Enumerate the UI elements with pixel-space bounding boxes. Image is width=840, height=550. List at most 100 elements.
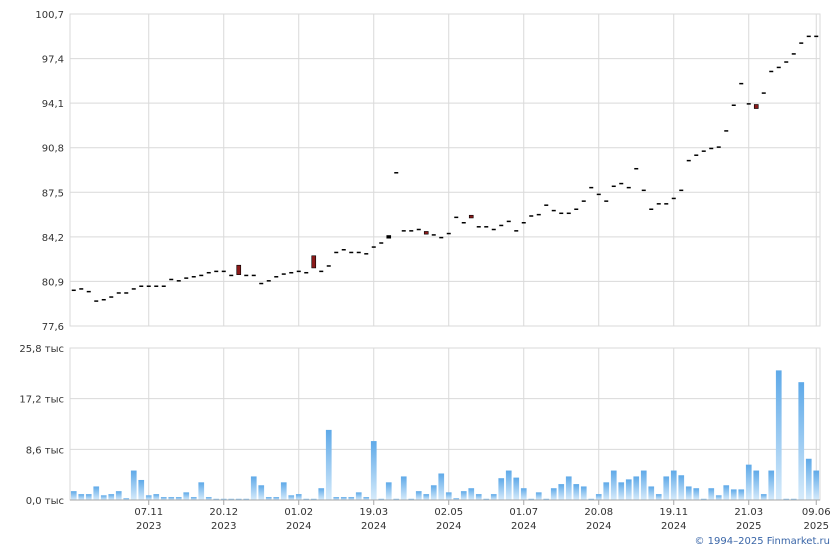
volume-bar xyxy=(213,498,220,500)
price-candle xyxy=(244,274,249,277)
volume-bar xyxy=(483,498,490,500)
price-candle xyxy=(769,70,774,73)
price-candle xyxy=(551,209,556,212)
price-candle xyxy=(468,214,474,219)
volume-bar xyxy=(730,489,737,500)
price-candle xyxy=(596,193,601,196)
price-candle xyxy=(679,189,684,192)
volume-bar xyxy=(303,498,310,500)
price-candle xyxy=(454,216,459,219)
volume-bar xyxy=(490,494,497,500)
volume-bar xyxy=(595,494,602,500)
volume-bar xyxy=(93,486,100,500)
volume-bar xyxy=(648,486,655,500)
volume-bar xyxy=(258,485,265,500)
volume-bar xyxy=(610,470,617,500)
volume-bar xyxy=(633,476,640,500)
price-candle xyxy=(491,228,496,231)
price-candle xyxy=(349,251,354,254)
price-candle xyxy=(356,251,361,254)
volume-bar xyxy=(805,458,812,500)
price-candle xyxy=(101,298,106,301)
price-candle xyxy=(619,182,624,185)
price-candle xyxy=(221,270,226,273)
volume-bar xyxy=(108,494,115,500)
volume-bar xyxy=(138,479,145,500)
volume-bar xyxy=(445,492,452,500)
x-tick-date: 20.12 xyxy=(209,507,238,518)
volume-bar xyxy=(100,495,107,500)
price-candle xyxy=(326,265,331,267)
price-candle xyxy=(371,246,376,248)
price-candle xyxy=(229,274,234,277)
x-tick-date: 09.06 xyxy=(802,507,831,518)
price-candle xyxy=(559,212,564,215)
volume-bar xyxy=(475,494,482,500)
price-candle xyxy=(289,271,294,274)
volume-bar xyxy=(205,497,212,500)
volume-bar xyxy=(708,488,715,500)
volume-bar xyxy=(513,477,520,500)
volume-bar xyxy=(768,470,775,500)
price-y-tick-label: 84,2 xyxy=(42,233,64,244)
x-tick-year: 2024 xyxy=(286,521,311,532)
x-tick-year: 2025 xyxy=(736,521,761,532)
price-candle xyxy=(409,230,414,232)
price-candle xyxy=(259,282,264,285)
price-candle xyxy=(671,197,676,200)
x-tick-date: 02.05 xyxy=(434,507,463,518)
x-axis: 07.11 2023 20.12 2023 01.02 2024 19.03 2024 02.0… xyxy=(70,499,831,532)
volume-y-tick-label: 8,6 тыс xyxy=(26,445,64,456)
volume-bar xyxy=(760,494,767,500)
volume-bar xyxy=(318,488,325,500)
price-candle xyxy=(506,220,511,223)
price-candle xyxy=(566,212,571,215)
volume-bar xyxy=(280,482,287,500)
price-candle xyxy=(476,226,481,228)
price-candle xyxy=(439,236,444,239)
price-candle xyxy=(199,274,204,277)
x-tick-year: 2025 xyxy=(804,521,829,532)
volume-bar xyxy=(70,491,77,500)
price-candle xyxy=(139,285,144,287)
x-tick-year: 2024 xyxy=(511,521,536,532)
price-candle xyxy=(169,278,174,281)
price-candle xyxy=(124,292,129,294)
price-candle xyxy=(161,285,166,287)
price-candle xyxy=(296,270,301,273)
price-candle xyxy=(716,146,721,148)
volume-bar xyxy=(333,497,340,500)
price-candle xyxy=(304,271,309,274)
price-candle xyxy=(521,222,526,224)
volume-y-tick-label: 0,0 тыс xyxy=(26,496,64,507)
price-y-tick-label: 90,8 xyxy=(42,144,64,155)
x-tick-date: 01.02 xyxy=(284,507,313,518)
price-candle xyxy=(656,203,661,205)
x-tick-date: 21.03 xyxy=(734,507,763,518)
price-candle xyxy=(814,35,819,38)
volume-bar xyxy=(145,495,152,500)
volume-bar xyxy=(160,497,167,500)
price-candle xyxy=(581,200,586,202)
volume-bar xyxy=(438,473,445,500)
volume-bar xyxy=(243,498,250,500)
volume-bar xyxy=(273,497,280,500)
volume-bar xyxy=(685,486,692,500)
price-candle xyxy=(94,300,99,302)
volume-bar xyxy=(78,494,85,500)
volume-bar xyxy=(558,484,565,500)
copyright-text: © 1994–2025 Finmarket.ru xyxy=(694,536,830,547)
x-tick-date: 19.11 xyxy=(659,507,688,518)
volume-bar xyxy=(370,441,377,500)
price-candle xyxy=(71,289,76,292)
price-candle xyxy=(341,249,346,251)
price-candle xyxy=(529,215,534,217)
x-tick-year: 2024 xyxy=(436,521,461,532)
volume-bar xyxy=(528,498,535,500)
x-tick-year: 2024 xyxy=(661,521,686,532)
volume-bar xyxy=(655,494,662,500)
price-candle xyxy=(806,35,811,38)
price-candle xyxy=(709,147,714,150)
volume-bar xyxy=(640,470,647,500)
